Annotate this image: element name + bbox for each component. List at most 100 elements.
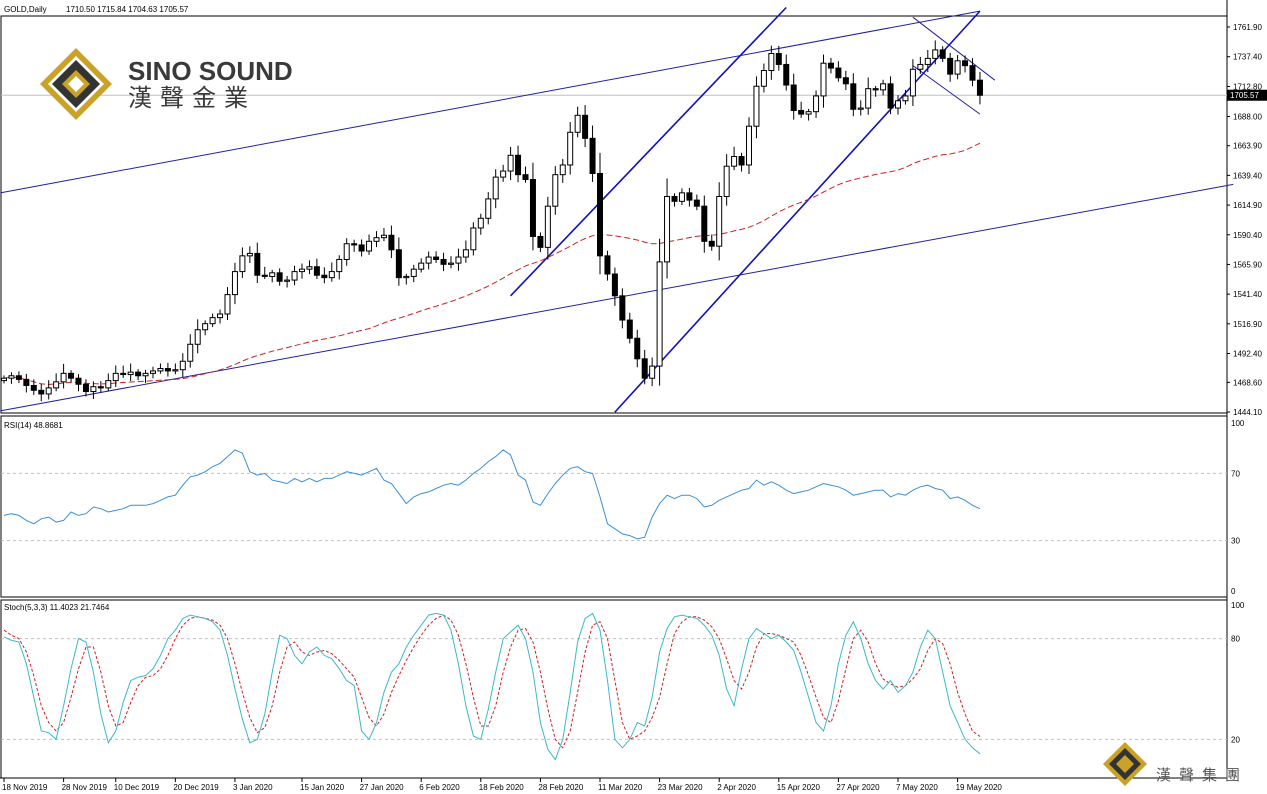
- candle: [783, 54, 790, 91]
- panel-frame: [0, 415, 1228, 598]
- candle: [246, 246, 253, 263]
- candle: [850, 73, 857, 117]
- candle: [269, 269, 276, 283]
- date-tick-label: 6 Feb 2020: [419, 783, 460, 792]
- candle: [597, 152, 603, 275]
- stoch-level-label: 100: [1231, 601, 1245, 610]
- candle: [827, 57, 834, 74]
- candle: [522, 166, 529, 183]
- candle: [872, 86, 879, 97]
- candle: [157, 363, 164, 374]
- stoch-main-line: [3, 612, 981, 761]
- candle: [358, 239, 365, 257]
- axes: 1761.90 1737.40 1712.80 1688.00 1663.90 1639.…: [1, 23, 1262, 792]
- candle: [239, 247, 246, 278]
- wedge-upper-line: [912, 16, 996, 81]
- candle: [678, 188, 685, 206]
- candle: [23, 373, 30, 393]
- wedge-lower-line: [912, 65, 981, 115]
- candle: [395, 237, 402, 286]
- price-tick-label: 1761.90: [1233, 23, 1262, 32]
- candle: [969, 58, 976, 87]
- candle: [768, 45, 775, 80]
- date-tick-label: 10 Dec 2019: [114, 783, 160, 792]
- candle: [835, 61, 842, 82]
- candle: [880, 79, 887, 96]
- candle: [701, 195, 708, 253]
- price-tick-label: 1590.40: [1233, 231, 1262, 240]
- candle: [194, 319, 201, 354]
- date-tick-label: 28 Feb 2020: [538, 783, 583, 792]
- candle: [261, 266, 268, 280]
- rsi-level-label: 70: [1231, 469, 1240, 478]
- candle: [276, 268, 283, 286]
- candle: [552, 166, 559, 215]
- rsi-line: [3, 449, 981, 540]
- candle: [857, 100, 864, 116]
- candle: [962, 55, 969, 73]
- price-tick-label: 1444.10: [1233, 408, 1262, 417]
- candle: [410, 264, 417, 283]
- symbol-label: GOLD,Daily: [4, 5, 47, 14]
- candlesticks: [1, 40, 983, 402]
- candle: [299, 263, 305, 279]
- date-tick-label: 28 Nov 2019: [62, 783, 108, 792]
- candle: [492, 169, 499, 209]
- candle: [75, 374, 82, 392]
- candle: [895, 95, 901, 115]
- candle: [731, 146, 738, 171]
- price-tick-label: 1614.90: [1233, 201, 1262, 210]
- group-watermark: 漢聲集團: [1103, 742, 1240, 786]
- candle: [45, 380, 52, 400]
- candle: [202, 320, 209, 336]
- candle: [604, 250, 611, 281]
- candle: [313, 258, 320, 279]
- candle: [537, 232, 544, 253]
- candle: [90, 381, 97, 400]
- candle: [887, 76, 894, 115]
- date-tick-label: 2 Apr 2020: [717, 783, 756, 792]
- rsi-label: RSI(14) 48.8681: [4, 421, 63, 430]
- candle: [127, 363, 134, 381]
- date-tick-label: 27 Apr 2020: [836, 783, 880, 792]
- candle: [939, 46, 946, 63]
- candle: [723, 154, 730, 206]
- candle: [798, 101, 805, 118]
- price-tick-label: 1639.40: [1233, 171, 1262, 180]
- candle: [470, 222, 477, 256]
- candle: [82, 379, 89, 397]
- price-tick-label: 1712.80: [1233, 82, 1262, 91]
- candle: [306, 260, 313, 275]
- last-price-tag: 1705.57: [1227, 89, 1267, 101]
- candle: [805, 108, 812, 121]
- candle: [634, 329, 641, 368]
- candle: [343, 238, 350, 266]
- candle: [544, 196, 551, 260]
- date-tick-label: 15 Apr 2020: [777, 783, 821, 792]
- price-tick-label: 1565.90: [1233, 260, 1262, 269]
- candle: [224, 287, 231, 321]
- candle: [425, 251, 432, 270]
- candle: [716, 182, 723, 261]
- watermark-diamond-icon: [1103, 742, 1147, 786]
- candle: [142, 369, 149, 383]
- candle: [373, 231, 380, 248]
- candle: [820, 54, 827, 108]
- candle: [611, 267, 618, 306]
- candle: [366, 234, 373, 255]
- candle: [708, 234, 715, 251]
- candle: [164, 362, 171, 377]
- candle: [693, 194, 700, 211]
- candle: [97, 381, 104, 393]
- candle: [284, 276, 291, 288]
- candle: [433, 251, 440, 263]
- channel-upper-line: [510, 6, 787, 297]
- stoch-label: Stoch(5,3,3) 11.4023 21.7464: [4, 603, 110, 612]
- date-tick-label: 11 Mar 2020: [598, 783, 643, 792]
- price-tick-label: 1468.60: [1233, 378, 1262, 387]
- candle: [976, 71, 983, 105]
- candle: [388, 225, 395, 259]
- candle: [909, 59, 916, 106]
- candle: [947, 52, 954, 82]
- candle: [254, 242, 261, 284]
